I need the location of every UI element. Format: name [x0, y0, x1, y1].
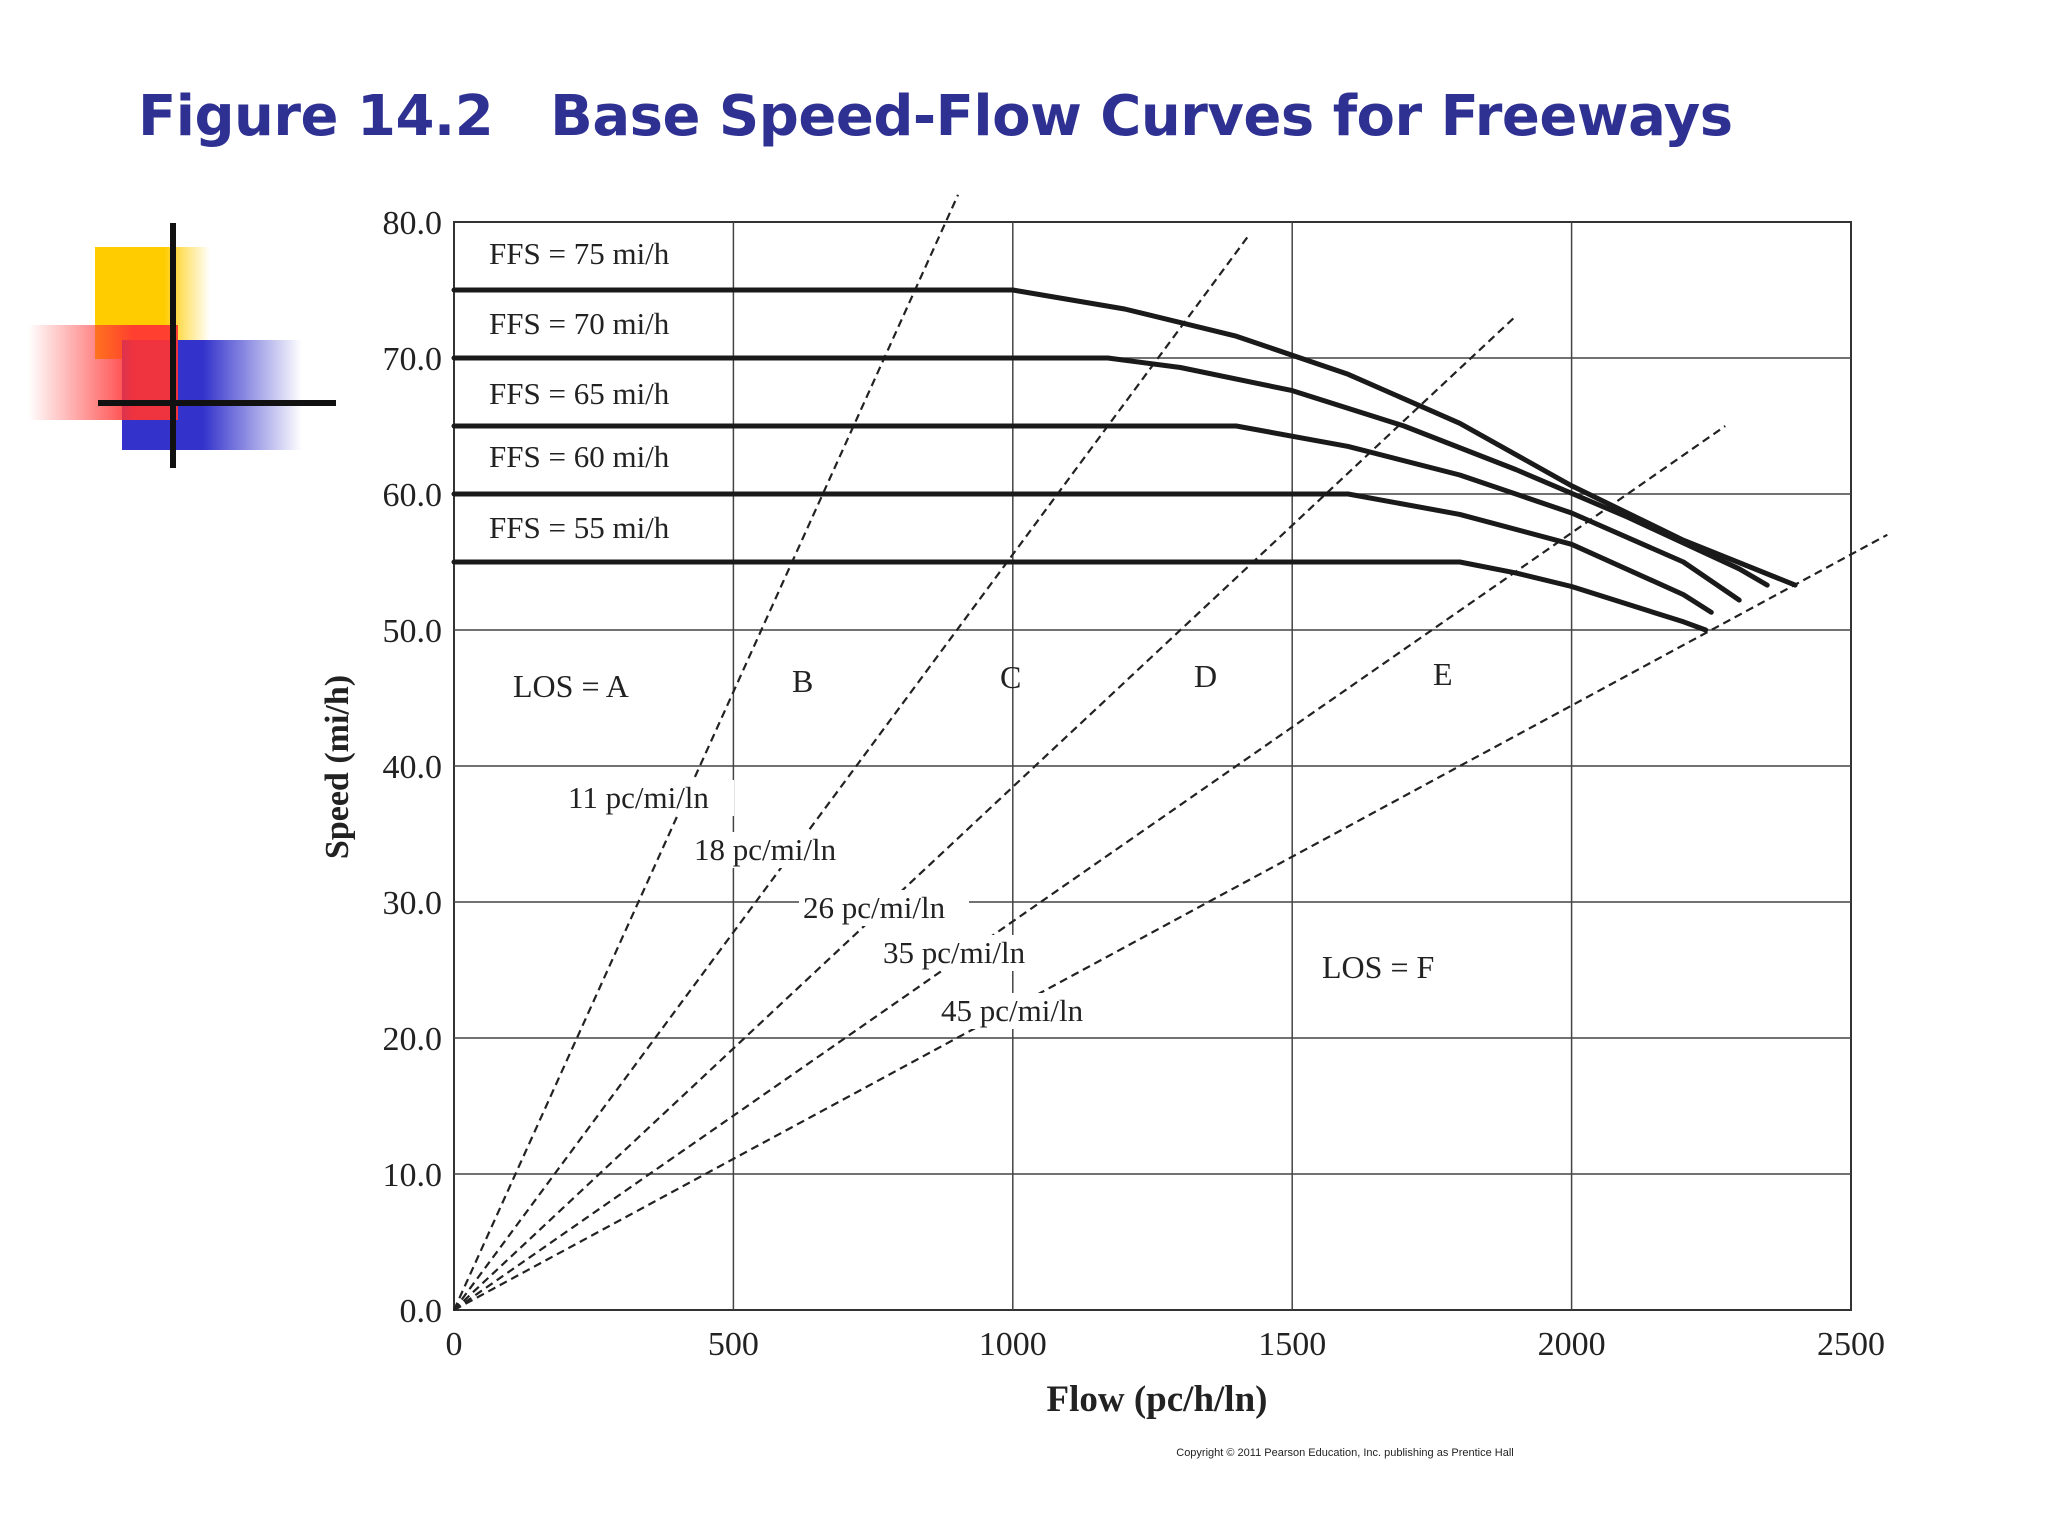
series-label: FFS = 55 mi/h: [489, 510, 670, 545]
series-label: FFS = 60 mi/h: [489, 439, 670, 474]
copyright-text: Copyright © 2011 Pearson Education, Inc.…: [1176, 1447, 1514, 1459]
los-label: LOS = F: [1322, 949, 1434, 985]
x-axis-label: Flow (pc/h/ln): [1047, 1379, 1268, 1420]
series-label: FFS = 75 mi/h: [489, 236, 670, 271]
y-axis-label: Speed (mi/h): [319, 675, 356, 859]
density-label: 18 pc/mi/ln: [694, 832, 837, 867]
ffs-curve: [451, 491, 1714, 615]
ffs-curves-layer: [451, 287, 1798, 633]
y-tick-label: 70.0: [383, 341, 443, 378]
ffs-curve: [451, 423, 1742, 603]
x-tick-label: 1500: [1258, 1326, 1326, 1363]
density-label-backing: [799, 890, 969, 926]
y-tick-label: 40.0: [383, 749, 443, 786]
density-line: [452, 194, 960, 1311]
series-label: FFS = 65 mi/h: [489, 376, 670, 411]
series-label-backing: [482, 374, 692, 412]
series-label-backing: [482, 437, 692, 475]
density-label: 45 pc/mi/ln: [941, 993, 1084, 1028]
vertical-bar-shape: [170, 223, 176, 468]
density-label-backing: [879, 935, 1049, 971]
labels-layer: 0 500 1000 1500 2000 2500 0.0 10.0 20.0 30.0 40.0 5…: [383, 205, 1886, 1363]
y-tick-label: 0.0: [400, 1293, 443, 1330]
density-label-backing: [564, 780, 734, 816]
copyright-note: Copyright © 2011 Pearson Education, Inc.…: [0, 1447, 1690, 1459]
density-line: [453, 234, 1250, 1311]
los-label: E: [1433, 656, 1453, 692]
density-line: [453, 425, 1726, 1311]
density-label: 26 pc/mi/ln: [803, 890, 946, 925]
y-tick-label: 20.0: [383, 1021, 443, 1058]
density-line: [453, 533, 1888, 1311]
x-tick-label: 2000: [1538, 1326, 1606, 1363]
y-tick-label: 80.0: [383, 205, 443, 242]
y-tick-label: 50.0: [383, 613, 443, 650]
density-label-backing: [690, 832, 860, 868]
ffs-curve: [451, 559, 1709, 633]
series-label: FFS = 70 mi/h: [489, 306, 670, 341]
decorative-squares-logo: [20, 215, 336, 475]
los-label: B: [792, 663, 813, 699]
series-label-backing: [482, 234, 692, 272]
series-label-backing: [482, 508, 692, 546]
y-tick-label: 10.0: [383, 1157, 443, 1194]
los-label: D: [1194, 658, 1217, 694]
density-lines-layer: [452, 194, 1888, 1311]
x-tick-label: 1000: [979, 1326, 1047, 1363]
y-tick-label: 30.0: [383, 885, 443, 922]
horizontal-bar-shape: [98, 400, 336, 406]
x-tick-label: 2500: [1817, 1326, 1885, 1363]
density-label: 35 pc/mi/ln: [883, 935, 1026, 970]
los-label: C: [1000, 659, 1021, 695]
los-label: LOS = A: [513, 668, 629, 704]
ffs-curve: [451, 355, 1770, 588]
density-label: 11 pc/mi/ln: [568, 780, 709, 815]
x-tick-label: 500: [708, 1326, 759, 1363]
ffs-curve: [451, 287, 1798, 588]
y-tick-label: 60.0: [383, 477, 443, 514]
density-line: [453, 316, 1516, 1311]
series-label-backing: [482, 304, 692, 342]
slide-title: Figure 14.2 Base Speed-Flow Curves for F…: [138, 84, 1733, 149]
x-tick-label: 0: [446, 1326, 463, 1363]
density-label-backing: [937, 993, 1107, 1029]
